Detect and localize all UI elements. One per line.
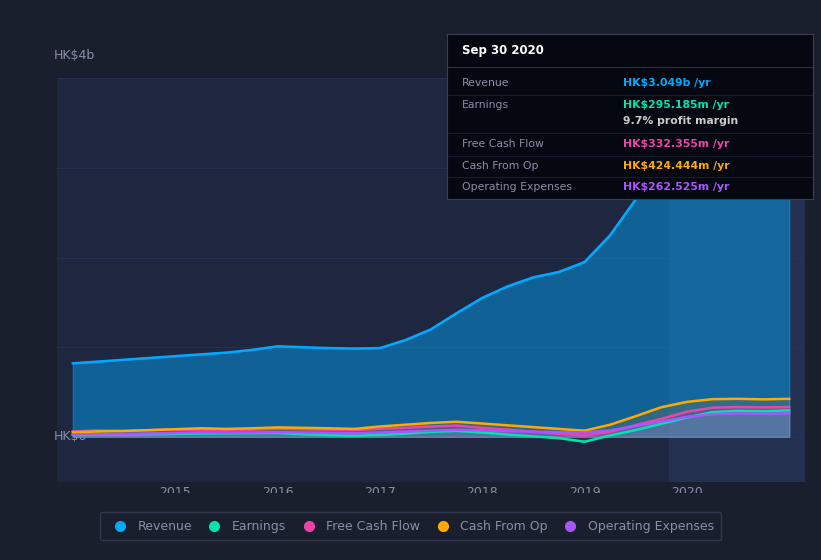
Text: -HK$500m: -HK$500m <box>53 506 120 519</box>
Text: HK$3.049b /yr: HK$3.049b /yr <box>623 78 710 88</box>
Text: Operating Expenses: Operating Expenses <box>462 182 572 192</box>
Text: Sep 30 2020: Sep 30 2020 <box>462 44 544 57</box>
Text: Earnings: Earnings <box>462 100 509 110</box>
Text: Revenue: Revenue <box>462 78 510 88</box>
Text: HK$295.185m /yr: HK$295.185m /yr <box>623 100 729 110</box>
Text: Cash From Op: Cash From Op <box>462 161 539 171</box>
Text: HK$0: HK$0 <box>53 430 87 444</box>
Bar <box>669 78 805 482</box>
Text: 9.7% profit margin: 9.7% profit margin <box>623 116 738 126</box>
Legend: Revenue, Earnings, Free Cash Flow, Cash From Op, Operating Expenses: Revenue, Earnings, Free Cash Flow, Cash … <box>99 512 722 540</box>
Text: HK$424.444m /yr: HK$424.444m /yr <box>623 161 729 171</box>
Text: HK$4b: HK$4b <box>53 49 95 62</box>
Text: HK$262.525m /yr: HK$262.525m /yr <box>623 182 729 192</box>
Text: HK$332.355m /yr: HK$332.355m /yr <box>623 139 729 150</box>
Text: Free Cash Flow: Free Cash Flow <box>462 139 544 150</box>
